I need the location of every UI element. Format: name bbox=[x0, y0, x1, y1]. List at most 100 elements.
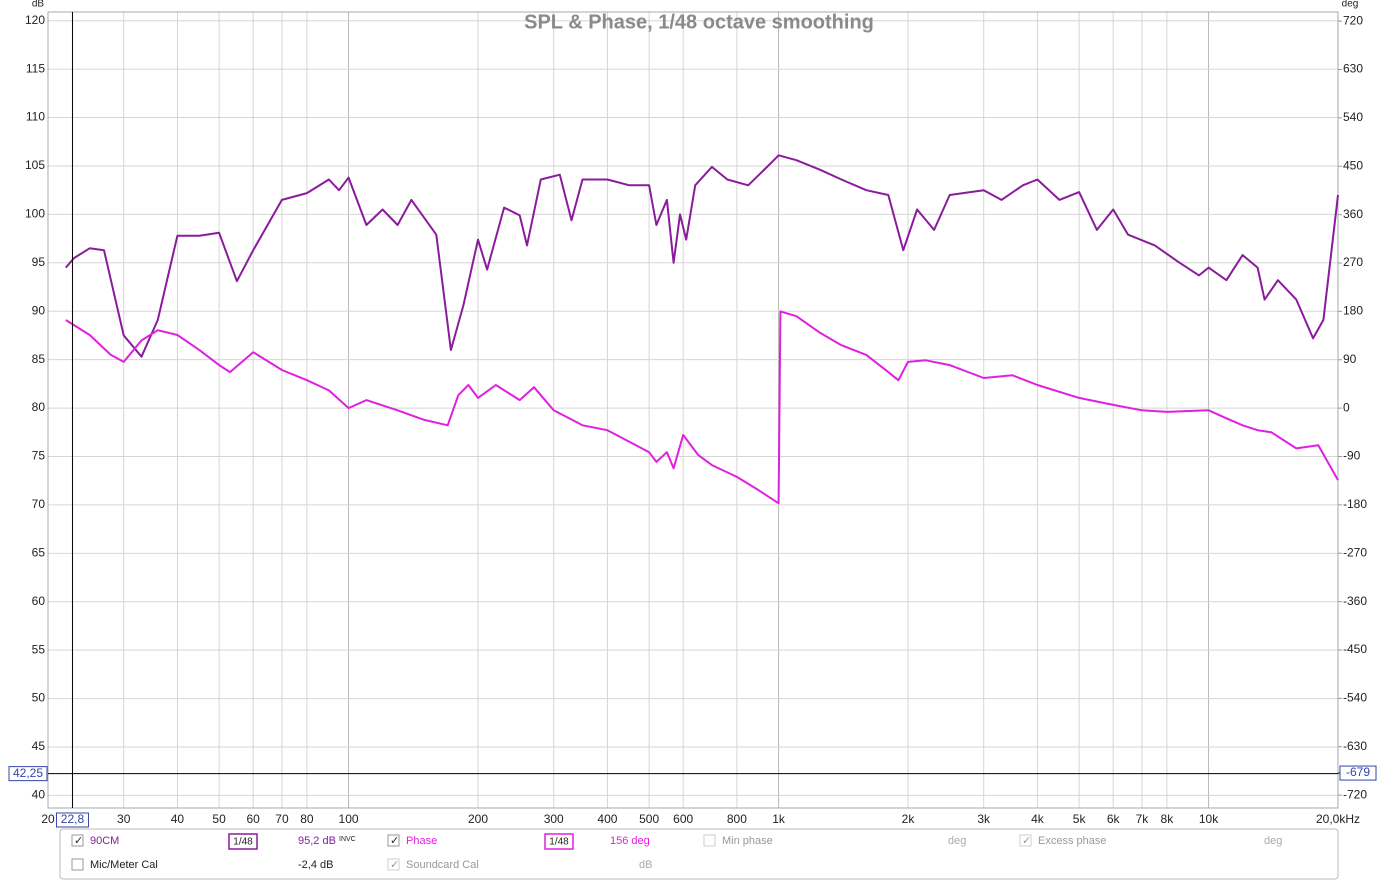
y-tick-label: 95 bbox=[32, 255, 46, 269]
control-unit: deg bbox=[948, 835, 966, 847]
control-label: Mic/Meter Cal bbox=[90, 859, 158, 871]
checkmark: ✓ bbox=[390, 859, 399, 871]
y-tick-label: 85 bbox=[32, 352, 46, 366]
x-tick-label: 5k bbox=[1073, 812, 1087, 826]
checkmark: ✓ bbox=[74, 835, 83, 847]
x-tick-label: 400 bbox=[597, 812, 617, 826]
y-tick-label: 90 bbox=[32, 303, 46, 317]
checkbox[interactable] bbox=[1019, 834, 1032, 847]
control-label: Excess phase bbox=[1038, 835, 1106, 847]
x-tick-label: 7k bbox=[1136, 812, 1150, 826]
cursor-y-box bbox=[8, 766, 48, 782]
x-tick-label: 20 bbox=[41, 812, 55, 826]
x-tick-label: 100 bbox=[339, 812, 359, 826]
checkbox[interactable] bbox=[71, 858, 84, 871]
readout: 95,2 dB bbox=[298, 835, 336, 847]
plot-frame bbox=[47, 11, 1339, 809]
x-tick-label: 300 bbox=[544, 812, 564, 826]
control-label: Min phase bbox=[722, 835, 773, 847]
y2-tick-label: 540 bbox=[1343, 110, 1363, 124]
x-tick-label: 6k bbox=[1107, 812, 1121, 826]
x-tick-label: 500 bbox=[639, 812, 659, 826]
series-line bbox=[65, 154, 1339, 358]
y-tick-label: 65 bbox=[32, 545, 46, 559]
y-tick-label: 80 bbox=[32, 400, 46, 414]
checkbox[interactable] bbox=[703, 834, 716, 847]
y2-tick-label: -270 bbox=[1343, 545, 1367, 559]
y2-tick-label: -630 bbox=[1343, 739, 1367, 753]
cursor-x-box bbox=[55, 812, 89, 828]
cursor-y-label: 42,25 bbox=[13, 766, 43, 780]
y-tick-label: 40 bbox=[32, 788, 46, 802]
checkbox[interactable] bbox=[71, 834, 84, 847]
x-tick-label: 80 bbox=[300, 812, 314, 826]
y-tick-label: 55 bbox=[32, 642, 46, 656]
y-tick-label: 70 bbox=[32, 497, 46, 511]
grid-layer bbox=[47, 12, 1339, 808]
y2-tick-label: 360 bbox=[1343, 207, 1363, 221]
chart-title: SPL & Phase, 1/48 octave smoothing bbox=[524, 11, 874, 33]
control-value: -2,4 dB bbox=[298, 859, 333, 871]
checkmark: ✓ bbox=[1022, 835, 1031, 847]
y2-tick-label: -360 bbox=[1343, 594, 1367, 608]
x-tick-label: 20,0kHz bbox=[1316, 812, 1360, 826]
y2-tick-label: -180 bbox=[1343, 497, 1367, 511]
legend-entry[interactable]: Phase bbox=[406, 835, 437, 847]
controls: ✓ 90CM 1/48 95,2 dB INVC ✓ Phase 1/48 15… bbox=[71, 833, 1282, 871]
x-tick-label: 3k bbox=[977, 812, 991, 826]
x-tick-label: 40 bbox=[171, 812, 185, 826]
x-tick-label: 800 bbox=[727, 812, 747, 826]
legend-entry[interactable]: 90CM bbox=[90, 835, 119, 847]
y2-tick-label: 630 bbox=[1343, 62, 1363, 76]
cursor-x-label: 22,8 bbox=[61, 812, 85, 826]
y2-tick-label: 450 bbox=[1343, 158, 1363, 172]
y2-tick-label: 0 bbox=[1343, 400, 1350, 414]
smoothing-button[interactable] bbox=[544, 833, 574, 850]
x-tick-label: 8k bbox=[1161, 812, 1175, 826]
x-tick-label: 2k bbox=[902, 812, 916, 826]
y-tick-label: 75 bbox=[32, 449, 46, 463]
y2-tick-label: 180 bbox=[1343, 304, 1363, 318]
control-unit: dB bbox=[639, 859, 652, 871]
checkbox[interactable] bbox=[387, 834, 400, 847]
control-unit: deg bbox=[1264, 835, 1282, 847]
y2-tick-label: -90 bbox=[1343, 449, 1361, 463]
y2-tick-label: -450 bbox=[1343, 642, 1367, 656]
cursor-y2-label: -679 bbox=[1346, 765, 1370, 779]
checkmark: ✓ bbox=[390, 835, 399, 847]
x-tick-label: 70 bbox=[275, 812, 289, 826]
x-tick-label: 600 bbox=[673, 812, 693, 826]
smoothing: 1/48 bbox=[549, 837, 569, 848]
y-tick-label: 120 bbox=[25, 13, 45, 27]
y-tick-label: 60 bbox=[32, 594, 46, 608]
checkbox[interactable] bbox=[387, 858, 400, 871]
cursor-y2-box bbox=[1339, 765, 1377, 781]
series-line bbox=[65, 310, 1339, 505]
y2-axis-unit: deg bbox=[1342, 0, 1359, 10]
y2-tick-label: -540 bbox=[1343, 691, 1367, 705]
x-tick-label: 50 bbox=[212, 812, 226, 826]
x-tick-label: 30 bbox=[117, 812, 131, 826]
control-label: Soundcard Cal bbox=[406, 859, 479, 871]
smoothing-button[interactable] bbox=[228, 833, 258, 850]
y-tick-label: 115 bbox=[26, 61, 45, 75]
x-tick-label: 4k bbox=[1031, 812, 1045, 826]
y2-tick-label: 90 bbox=[1343, 352, 1357, 366]
y-tick-label: 45 bbox=[32, 739, 46, 753]
y-tick-label: 50 bbox=[32, 691, 46, 705]
controls-panel bbox=[59, 828, 1339, 880]
y2-tick-label: 720 bbox=[1343, 13, 1363, 27]
y-tick-label: 110 bbox=[26, 110, 45, 124]
x-tick-label: 200 bbox=[468, 812, 488, 826]
readout: 156 deg bbox=[610, 835, 650, 847]
x-tick-label: 60 bbox=[246, 812, 260, 826]
y2-tick-label: -720 bbox=[1343, 787, 1367, 801]
x-tick-label: 10k bbox=[1199, 812, 1219, 826]
y-tick-label: 105 bbox=[25, 158, 45, 172]
y2-tick-label: 270 bbox=[1343, 255, 1363, 269]
smoothing: 1/48 bbox=[233, 837, 253, 848]
flag: INVC bbox=[339, 836, 356, 843]
y-axis-unit: dB bbox=[32, 0, 45, 10]
